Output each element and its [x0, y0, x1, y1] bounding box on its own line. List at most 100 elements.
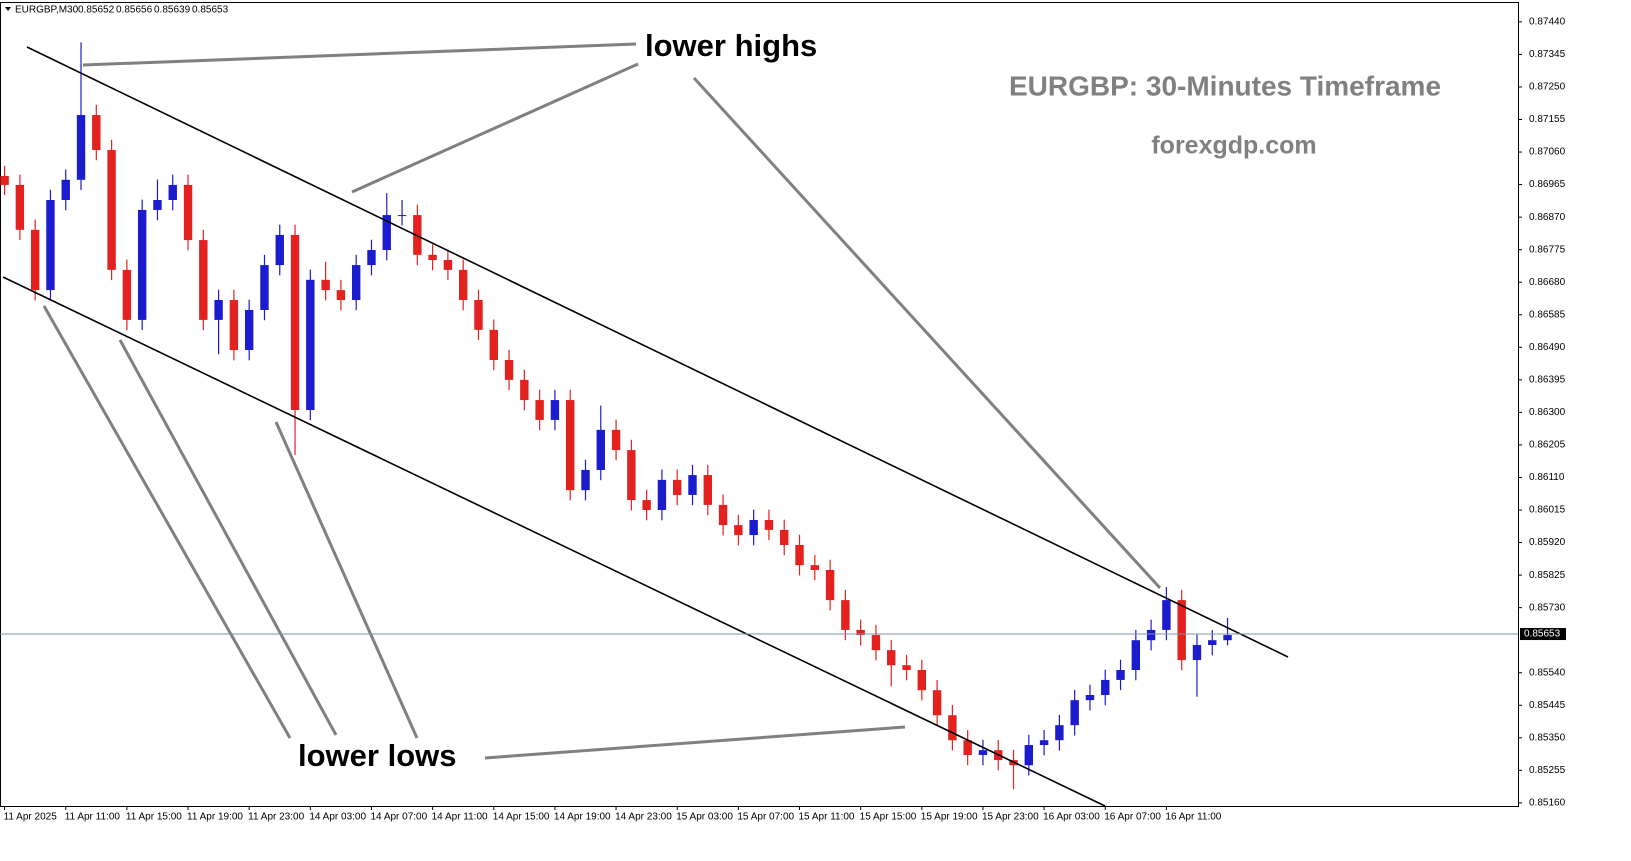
x-tick-label: 14 Apr 11:00: [432, 812, 488, 823]
candle-body: [183, 184, 193, 241]
candle-body: [1208, 640, 1217, 645]
y-tick-label: 0.86965: [1529, 179, 1566, 190]
candle-body: [504, 359, 514, 380]
candle-body: [260, 265, 269, 310]
candle-body: [764, 519, 774, 530]
header-value: 0.85652: [78, 5, 115, 16]
candle-body: [30, 229, 40, 291]
candle-body: [351, 265, 361, 301]
candle-body: [566, 400, 575, 491]
candle-body: [841, 600, 850, 630]
candle-body: [1116, 670, 1125, 680]
header-value: 0.85656: [116, 5, 153, 16]
candle-body: [718, 504, 728, 526]
candle-body: [290, 234, 300, 410]
candle-body: [397, 215, 407, 217]
candle-body: [61, 179, 70, 201]
candle-body: [902, 665, 911, 671]
candle-body: [367, 250, 376, 266]
x-tick-label: 11 Apr 19:00: [187, 812, 243, 823]
candle-body: [550, 400, 560, 420]
candle-body: [137, 209, 147, 320]
candle-body: [596, 429, 605, 470]
x-tick-label: 14 Apr 03:00: [309, 812, 366, 823]
candle-body: [932, 690, 942, 716]
candle-body: [611, 429, 621, 451]
y-tick-label: 0.87345: [1529, 49, 1566, 60]
x-tick-label: 16 Apr 07:00: [1104, 812, 1161, 823]
candle-body: [520, 379, 529, 401]
y-tick-label: 0.87440: [1529, 17, 1566, 28]
plot-frame: [0, 2, 1519, 807]
pointer: [274, 421, 419, 739]
x-tick-label: 15 Apr 15:00: [860, 812, 917, 823]
candle-body: [382, 215, 391, 251]
candle-body: [871, 635, 881, 651]
candle-body: [1131, 640, 1141, 671]
y-tick-label: 0.87060: [1529, 147, 1566, 158]
candle-body: [917, 670, 927, 691]
candle-body: [978, 750, 988, 755]
y-tick-label: 0.86870: [1529, 212, 1566, 223]
y-tick-label: 0.86585: [1529, 309, 1566, 320]
y-tick-label: 0.85160: [1529, 798, 1566, 809]
candle-body: [1192, 644, 1202, 661]
candle-body: [887, 650, 896, 666]
candle-body: [856, 629, 865, 636]
candle-body: [275, 234, 284, 266]
x-tick-label: 11 Apr 11:00: [65, 812, 121, 823]
x-tick-label: 15 Apr 19:00: [921, 812, 978, 823]
pointer: [118, 339, 338, 736]
candle-body: [657, 479, 667, 511]
candle-body: [199, 240, 208, 320]
y-tick-label: 0.86110: [1529, 472, 1565, 483]
candle-body: [948, 715, 957, 741]
header: EURGBP,M30 0.85652 0.85656 0.85639 0.85653: [5, 5, 229, 16]
candle-body: [780, 529, 789, 545]
x-tick-label: 11 Apr 2025: [4, 812, 58, 823]
marks-layer: [0, 42, 1232, 790]
pointers: [42, 42, 1162, 760]
x-tick-label: 16 Apr 03:00: [1043, 812, 1100, 823]
y-tick-label: 0.85350: [1529, 732, 1566, 743]
candle-body: [1085, 695, 1095, 701]
pointer: [351, 62, 639, 194]
channel-lower: [2, 276, 1106, 807]
candle-body: [428, 254, 437, 260]
y-tick-label: 0.86300: [1529, 407, 1566, 418]
y-tick-label: 0.85920: [1529, 537, 1566, 548]
candle-body: [1101, 679, 1110, 696]
candle-body: [244, 309, 254, 351]
channel-upper: [26, 46, 1289, 658]
candle-body: [92, 115, 101, 150]
current-price-label: 0.85653: [1524, 629, 1561, 640]
y-tick-label: 0.86205: [1529, 440, 1566, 451]
candle-body: [688, 475, 697, 495]
candle-body: [46, 200, 55, 291]
annotation: lower lows: [298, 738, 456, 773]
y-tick-label: 0.86775: [1529, 244, 1566, 255]
candle-body: [581, 469, 590, 491]
y-tick-label: 0.85540: [1529, 667, 1566, 678]
y-tick-label: 0.85825: [1529, 570, 1566, 581]
x-tick-label: 11 Apr 15:00: [126, 812, 182, 823]
candle-body: [321, 279, 330, 291]
y-tick-label: 0.87250: [1529, 82, 1566, 93]
pointer: [484, 725, 906, 760]
y-tick-label: 0.85255: [1529, 765, 1566, 776]
y-tick-label: 0.86015: [1529, 505, 1566, 516]
pointer: [82, 42, 637, 67]
x-tick-label: 16 Apr 11:00: [1165, 812, 1221, 823]
candle-body: [642, 500, 651, 511]
y-tick-label: 0.85445: [1529, 700, 1566, 711]
y-tick-label: 0.85730: [1529, 602, 1566, 613]
current-price-box: [1520, 628, 1566, 641]
candle-body: [1223, 635, 1232, 641]
candle-body: [229, 300, 239, 351]
candle-body: [1039, 740, 1049, 746]
candle-body: [1024, 745, 1034, 766]
candle-body: [474, 300, 483, 330]
x-tick-label: 14 Apr 07:00: [370, 812, 427, 823]
